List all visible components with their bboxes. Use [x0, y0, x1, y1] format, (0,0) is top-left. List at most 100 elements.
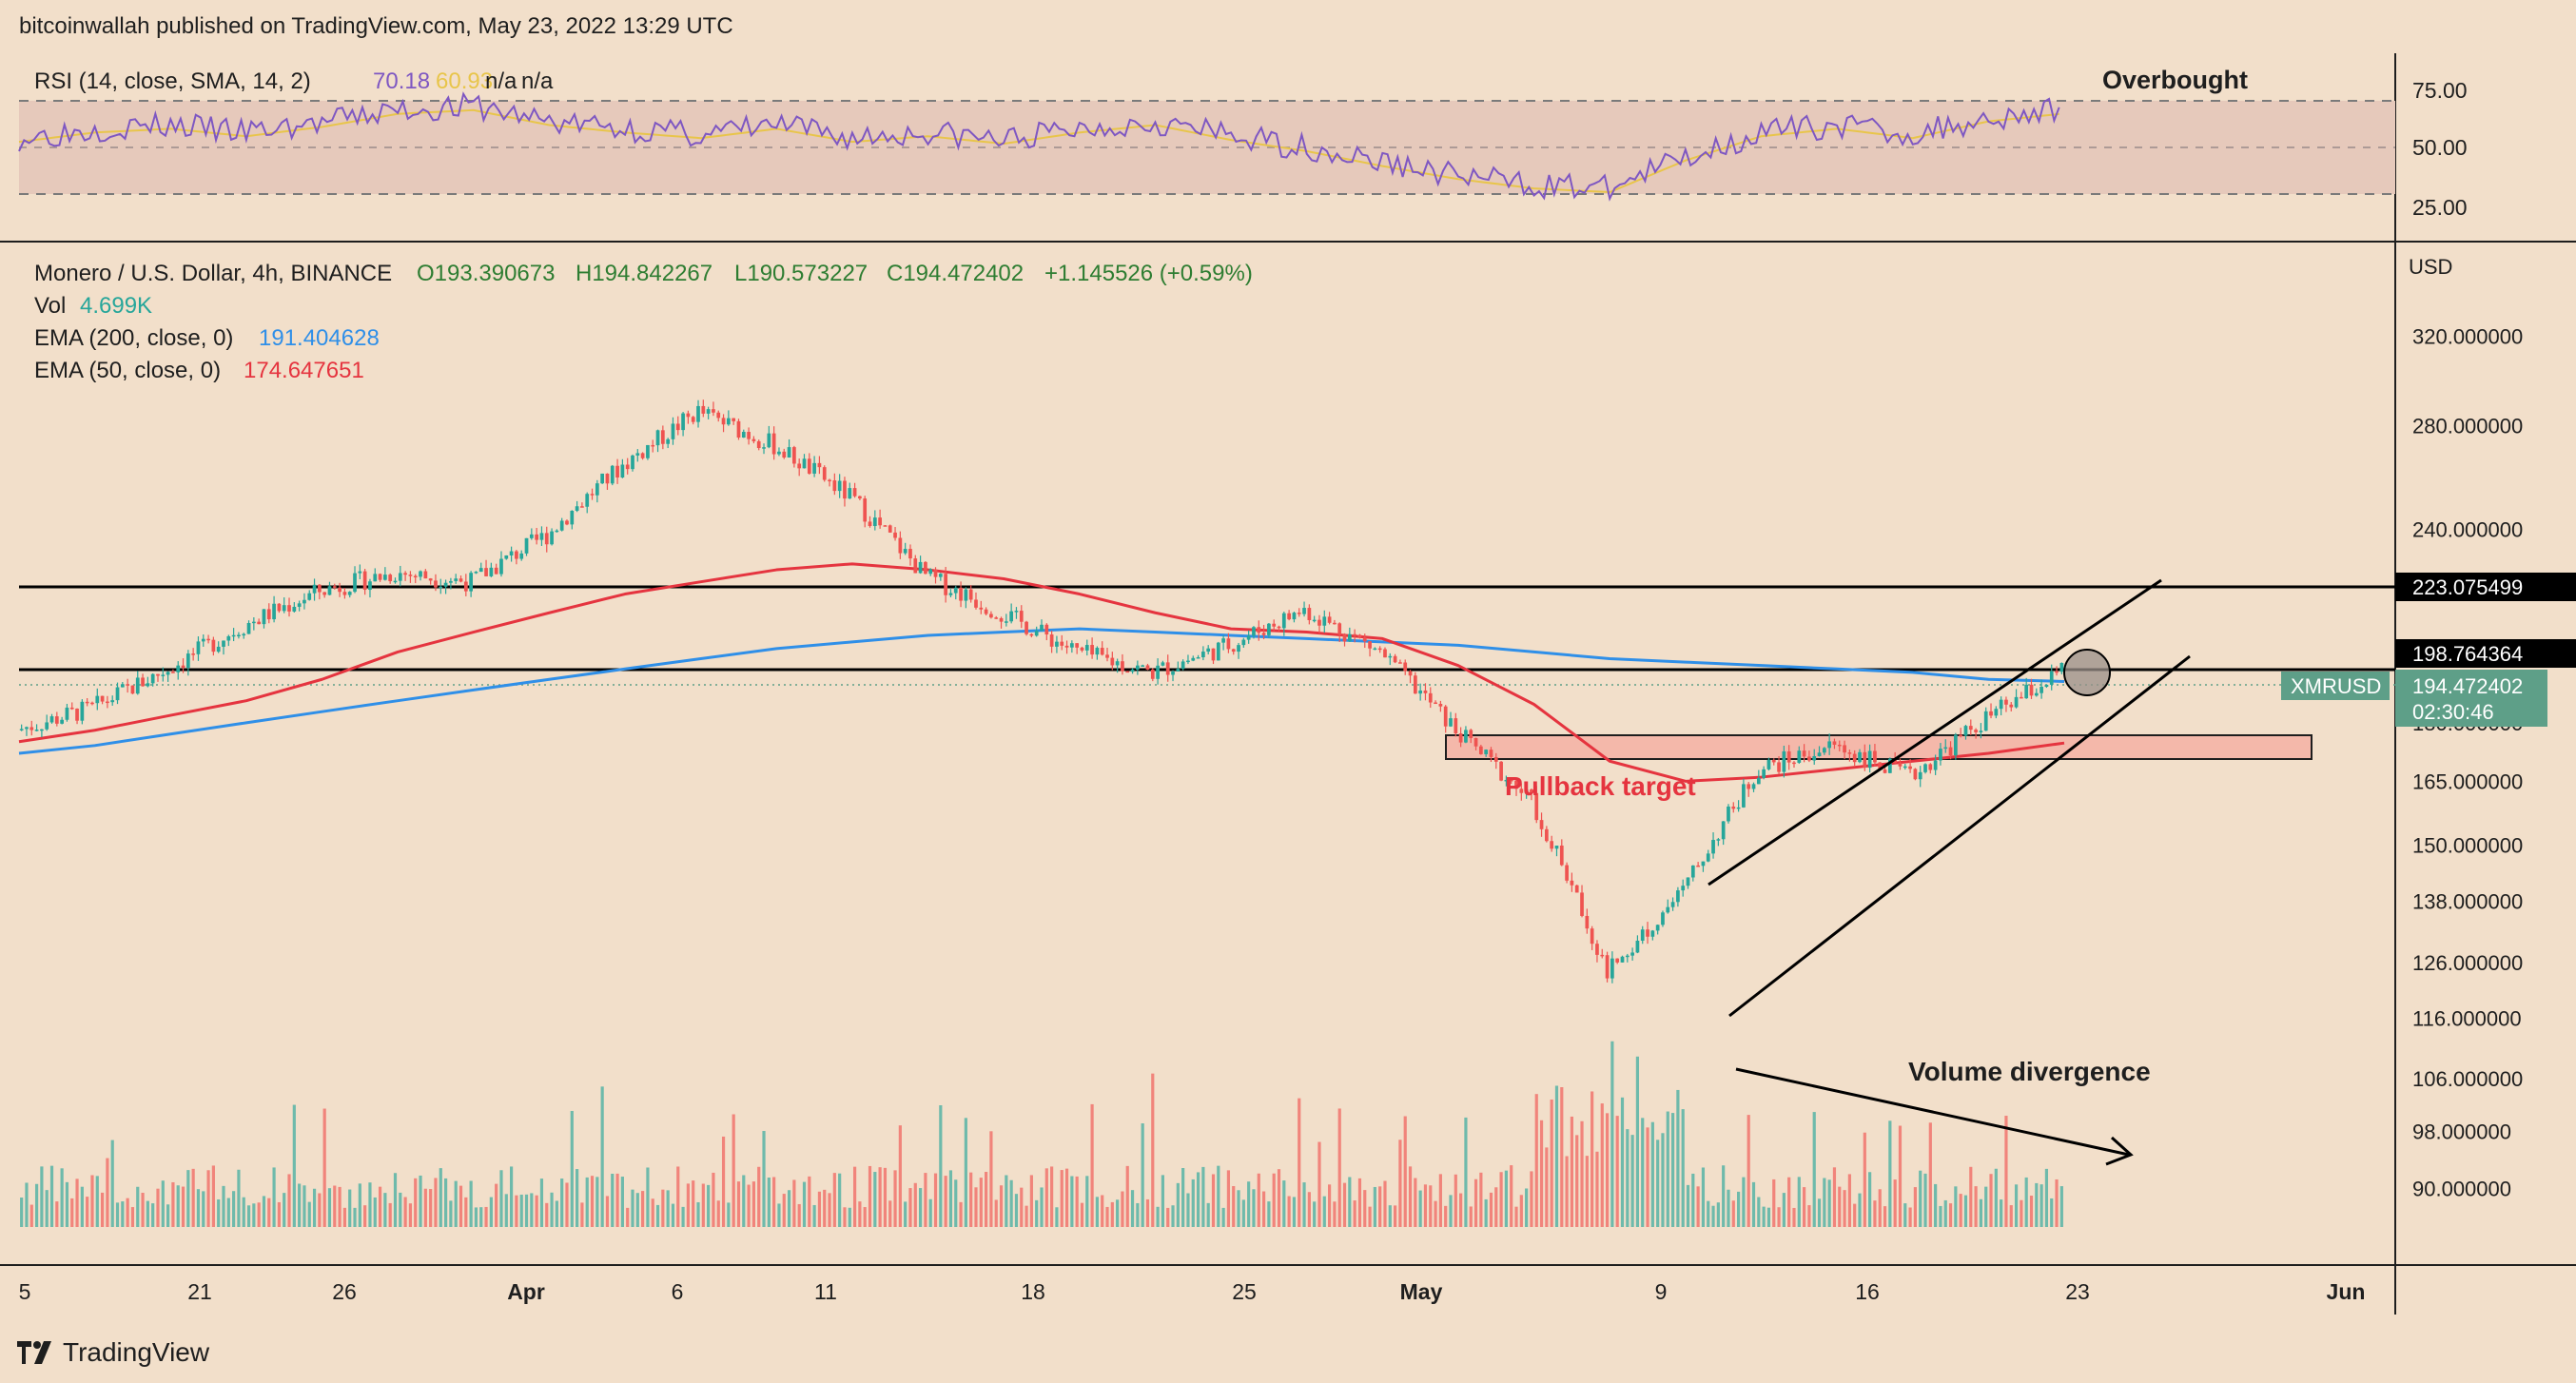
volume-bar	[126, 1198, 129, 1227]
candle-body	[1690, 865, 1695, 878]
candle-body	[1473, 737, 1478, 747]
candle-body	[872, 517, 877, 527]
time-axis-label: 21	[187, 1279, 212, 1304]
volume-bar	[1044, 1168, 1048, 1227]
volume-bar	[464, 1197, 468, 1227]
volume-bar	[1534, 1094, 1538, 1227]
volume-bar	[1595, 1151, 1599, 1227]
candle-body	[1968, 726, 1973, 730]
volume-bar	[1701, 1167, 1706, 1227]
candle-body	[242, 633, 246, 636]
volume-bar	[1620, 1097, 1625, 1227]
volume-bar	[792, 1179, 796, 1227]
candle-body	[1449, 718, 1453, 727]
volume-bar	[2039, 1184, 2043, 1227]
candle-body	[120, 684, 125, 688]
candle-body	[353, 573, 357, 593]
tradingview-logo[interactable]: TradingView	[17, 1335, 209, 1370]
volume-bar	[1707, 1200, 1710, 1227]
price-axis-label: 138.000000	[2412, 890, 2523, 914]
time-axis-label: 18	[1021, 1279, 1045, 1304]
volume-bar	[969, 1172, 973, 1227]
volume-bar	[883, 1167, 888, 1227]
candle-body	[398, 573, 402, 581]
volume-bar	[747, 1184, 751, 1227]
rsi-label: RSI (14, close, SMA, 14, 2)	[34, 68, 311, 94]
volume-bar	[298, 1183, 302, 1227]
volume-bar	[1893, 1179, 1897, 1227]
candle-body	[1206, 648, 1211, 653]
candle-body	[605, 473, 610, 484]
candle-body	[1943, 747, 1948, 750]
volume-bar	[469, 1180, 473, 1227]
candle-body	[984, 609, 988, 614]
volume-bar	[858, 1201, 862, 1227]
volume-bar	[161, 1180, 165, 1227]
candle-body	[443, 582, 448, 587]
volume-bar	[1005, 1175, 1008, 1227]
candle-body	[1368, 641, 1372, 649]
volume-bar	[1110, 1201, 1114, 1227]
candle-body	[106, 701, 109, 704]
candle-body	[812, 462, 816, 474]
volume-bar	[1545, 1147, 1549, 1227]
volume-bar	[1373, 1186, 1376, 1227]
volume-bar	[736, 1181, 741, 1227]
volume-bar	[1161, 1175, 1164, 1227]
candle-body	[1524, 789, 1529, 793]
candle-body	[580, 506, 584, 508]
ohlc-low: L190.573227	[734, 261, 868, 286]
volume-bar	[1766, 1207, 1771, 1227]
volume-bar	[257, 1202, 261, 1227]
volume-bar	[1797, 1177, 1801, 1227]
candle-body	[1898, 763, 1903, 767]
volume-bar	[146, 1200, 149, 1227]
time-axis-label: 16	[1855, 1279, 1880, 1304]
candle-body	[1913, 769, 1918, 780]
volume-bar	[222, 1185, 225, 1227]
candle-body	[762, 447, 766, 449]
level-label-223-bg	[2395, 573, 2576, 601]
volume-bar	[1050, 1166, 1054, 1227]
volume-bar	[1408, 1166, 1413, 1227]
candle-body	[1625, 955, 1630, 958]
candle-body	[40, 729, 44, 731]
volume-bar	[1029, 1175, 1033, 1227]
candle-body	[413, 575, 418, 578]
candle-body	[1469, 730, 1473, 738]
volume-bar	[1434, 1200, 1437, 1227]
volume-bar	[576, 1169, 579, 1227]
volume-bar	[1979, 1198, 1982, 1227]
candle-body	[848, 488, 852, 499]
candle-body	[1807, 756, 1811, 761]
candle-body	[1797, 750, 1802, 763]
volume-bar	[1959, 1194, 1962, 1227]
volume-bar	[176, 1185, 180, 1227]
candle-body	[1287, 613, 1291, 620]
volume-bar	[65, 1181, 69, 1227]
volume-bar	[1307, 1192, 1311, 1227]
candle-body	[1423, 690, 1428, 693]
ohlc-change: +1.145526 (+0.59%)	[1044, 261, 1253, 286]
volume-bar	[1948, 1203, 1953, 1227]
volume-bar	[817, 1191, 822, 1227]
candle-body	[1822, 748, 1826, 753]
candle-body	[80, 701, 85, 721]
volume-bar	[777, 1203, 781, 1227]
candle-body	[246, 622, 251, 634]
volume-bar	[530, 1193, 534, 1227]
pullback-zone	[1445, 734, 2313, 760]
volume-bar	[1525, 1188, 1529, 1227]
volume-bar	[1257, 1173, 1260, 1227]
volume-bar	[1368, 1206, 1372, 1227]
volume-bar	[797, 1203, 801, 1227]
volume-bar	[211, 1165, 215, 1227]
volume-bar	[989, 1131, 993, 1227]
candle-body	[736, 420, 741, 438]
candle-body	[1484, 750, 1489, 754]
volume-bar	[1853, 1203, 1857, 1227]
volume-bar	[1357, 1178, 1362, 1227]
volume-bar	[318, 1193, 322, 1227]
volume-bar	[646, 1167, 650, 1227]
candle-body	[782, 451, 787, 458]
